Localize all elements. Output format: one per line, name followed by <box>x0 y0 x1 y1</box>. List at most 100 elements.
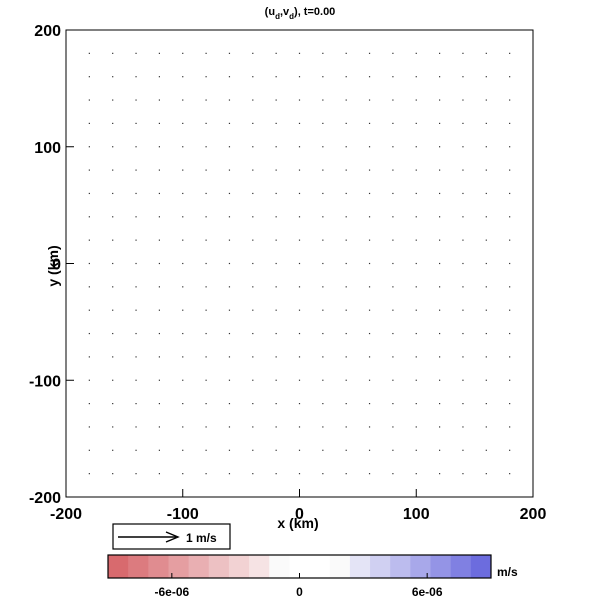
vector-point <box>415 216 417 218</box>
x-axis-label: x (km) <box>277 515 318 531</box>
vector-point <box>205 169 207 171</box>
vector-point <box>205 286 207 288</box>
vector-point <box>88 216 90 218</box>
vector-point <box>298 76 301 78</box>
vector-point <box>182 449 184 451</box>
vector-point <box>345 473 347 475</box>
vector-point <box>228 356 231 358</box>
vector-point <box>392 356 394 358</box>
vector-point <box>368 379 371 381</box>
y-tick-label: 0 <box>52 257 61 274</box>
vector-point <box>158 473 160 475</box>
vector-point <box>228 122 231 124</box>
vector-point <box>205 332 207 335</box>
vector-point <box>112 286 114 288</box>
vector-point <box>112 403 114 405</box>
vector-point <box>439 286 441 288</box>
vector-point <box>485 122 487 124</box>
vector-point <box>275 99 277 101</box>
vector-point <box>228 449 231 451</box>
vector-point <box>368 192 371 195</box>
vector-point <box>112 262 114 265</box>
vector-point <box>228 379 231 381</box>
colorbar-cell <box>470 555 492 578</box>
vector-point <box>415 473 417 475</box>
vector-point <box>439 76 441 78</box>
vector-point <box>88 262 90 265</box>
vector-point <box>275 309 277 311</box>
vector-point <box>158 192 160 195</box>
vector-point <box>392 309 394 311</box>
vector-point <box>415 309 417 311</box>
vector-point <box>392 403 394 405</box>
vector-point <box>88 192 90 195</box>
vector-point <box>112 52 114 54</box>
vector-point <box>462 169 464 171</box>
vector-point <box>345 426 347 428</box>
vector-point <box>252 356 254 358</box>
vector-point <box>112 122 114 124</box>
vector-point <box>135 332 137 335</box>
colorbar-cell <box>430 555 452 578</box>
vector-point <box>345 122 347 124</box>
vector-point <box>135 52 137 54</box>
colorbar-cell <box>329 555 351 578</box>
chart-title: (ud,vd), t=0.00 <box>265 6 336 21</box>
vector-point <box>88 403 90 405</box>
vector-point <box>205 99 207 101</box>
vector-point <box>228 192 231 195</box>
vector-point <box>182 286 184 288</box>
vector-point <box>252 192 254 195</box>
colorbar-cell <box>108 555 129 578</box>
vector-point <box>415 99 417 101</box>
vector-point <box>439 426 441 428</box>
vector-point <box>275 356 277 358</box>
vector-point <box>135 216 137 218</box>
colorbar-cell <box>148 555 169 578</box>
vector-point <box>298 449 301 451</box>
vector-point <box>205 403 207 405</box>
vector-point <box>112 192 114 195</box>
vector-point <box>439 169 441 171</box>
vector-point <box>415 426 417 428</box>
vector-point <box>485 146 487 148</box>
vector-point <box>158 76 160 78</box>
vector-point <box>392 52 394 54</box>
vector-point <box>112 426 114 428</box>
vector-point <box>509 239 511 241</box>
reference-arrowhead-icon <box>165 531 180 543</box>
vector-point <box>368 473 371 475</box>
vector-point <box>158 169 160 171</box>
vector-point <box>228 146 231 148</box>
vector-point <box>88 99 90 101</box>
vector-point <box>322 99 324 101</box>
vector-point <box>368 426 371 428</box>
vector-point <box>345 449 347 451</box>
colorbar-cell <box>450 555 472 578</box>
vector-point <box>158 356 160 358</box>
vector-point <box>462 309 464 311</box>
vector-point <box>205 473 207 475</box>
vector-point <box>298 216 301 218</box>
vector-point <box>322 52 324 54</box>
colorbar-cell <box>128 555 149 578</box>
vector-point <box>88 379 90 381</box>
vector-point <box>368 99 371 101</box>
vector-point <box>88 356 90 358</box>
vector-point <box>509 216 511 218</box>
vector-point <box>462 122 464 124</box>
vector-point <box>275 473 277 475</box>
vector-point <box>415 192 417 195</box>
vector-point <box>135 426 137 428</box>
vector-point <box>345 76 347 78</box>
vector-point <box>439 379 441 381</box>
vector-point <box>205 262 207 265</box>
vector-point <box>368 262 371 265</box>
vector-point <box>439 99 441 101</box>
vector-point <box>182 99 184 101</box>
vector-point <box>182 169 184 171</box>
vector-point <box>228 169 231 171</box>
vector-point <box>252 449 254 451</box>
vector-point <box>485 216 487 218</box>
colorbar-cell <box>188 555 210 578</box>
